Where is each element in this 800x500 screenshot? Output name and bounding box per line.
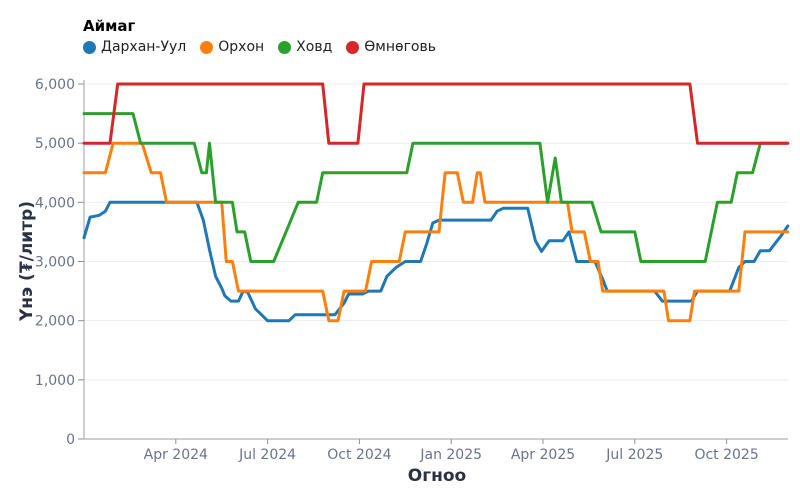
y-tick-label: 1,000 [35, 373, 75, 389]
legend-item[interactable]: Дархан-Уул [83, 39, 186, 55]
series-line-1 [82, 200, 790, 323]
legend-label: Өмнөговь [364, 39, 436, 55]
legend-marker-icon [346, 40, 360, 54]
legend-label: Орхон [218, 39, 265, 55]
legend-item[interactable]: Орхон [200, 39, 264, 55]
y-tick-label: 5,000 [35, 136, 75, 152]
y-tick-label: 4,000 [35, 195, 75, 211]
series-line-4 [82, 82, 790, 145]
x-axis-title: Огноо [408, 466, 466, 486]
legend-label: Дархан-Уул [101, 39, 187, 55]
x-tick-label: Apr 2025 [511, 447, 575, 463]
legend-marker-icon [83, 40, 96, 54]
axes: 0 1,000 2,000 3,000 4,000 5,000 6,000 Apr 2024 J… [35, 77, 788, 463]
legend-items: Дархан-Уул Орхон Ховд Өмнөговь [83, 39, 436, 55]
x-tick-label: Jan 2025 [419, 447, 482, 463]
legend-label: Ховд [296, 39, 333, 55]
x-tick-label: Apr 2024 [144, 447, 208, 463]
legend-item[interactable]: Өмнөговь [346, 39, 436, 55]
x-tick-label: Jul 2024 [238, 447, 296, 463]
y-tick-label: 3,000 [35, 255, 75, 271]
x-tick-label: Jul 2025 [605, 447, 663, 463]
y-axis-title: Үнэ (₮/литр) [17, 201, 37, 322]
legend-marker-icon [200, 40, 214, 54]
legend: Аймаг Дархан-Уул Орхон Ховд Өмнөговь [83, 17, 436, 55]
x-tick-label: Oct 2025 [694, 447, 758, 463]
x-tick-label: Oct 2024 [327, 447, 391, 463]
y-tick-label: 6,000 [35, 77, 75, 93]
series-line-3 [82, 112, 790, 263]
series-lines [82, 82, 790, 323]
legend-marker-icon [278, 40, 292, 54]
legend-item[interactable]: Ховд [278, 39, 332, 55]
y-tick-label: 2,000 [35, 314, 75, 330]
y-tick-label: 0 [66, 432, 75, 448]
legend-title: Аймаг [83, 17, 136, 35]
series-line-2 [82, 141, 790, 323]
